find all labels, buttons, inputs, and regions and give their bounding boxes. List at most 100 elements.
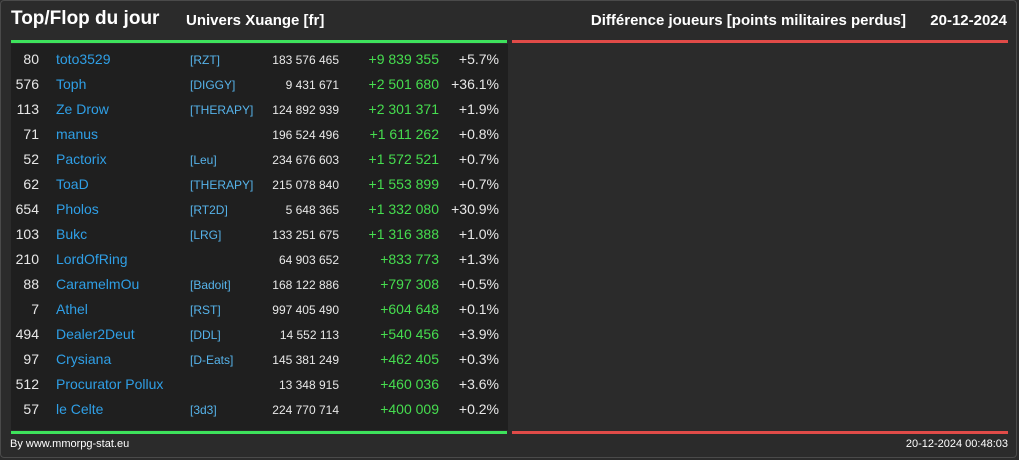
- player-rank: 52: [23, 151, 39, 167]
- player-rank: 80: [23, 51, 39, 67]
- points-difference: +2 301 371: [368, 101, 439, 117]
- percent-change: +36.1%: [451, 76, 499, 92]
- alliance-tag-link[interactable]: [Badoit]: [190, 278, 231, 292]
- player-points: 9 431 671: [285, 78, 339, 92]
- alliance-tag-link[interactable]: [THERAPY]: [190, 103, 254, 117]
- player-points: 145 381 249: [272, 353, 339, 367]
- player-name-link[interactable]: Bukc: [56, 226, 88, 242]
- alliance-tag-link[interactable]: [RZT]: [190, 53, 220, 67]
- player-points: 133 251 675: [272, 228, 339, 242]
- player-rank: 62: [23, 176, 39, 192]
- alliance-tag-link[interactable]: [DDL]: [190, 328, 221, 342]
- table-row: 494 Dealer2Deut [DDL] 14 552 113 +540 456 +3.…: [11, 322, 508, 347]
- player-name-link[interactable]: manus: [56, 126, 99, 142]
- player-points: 215 078 840: [272, 178, 339, 192]
- player-name-link[interactable]: CaramelmOu: [56, 276, 140, 292]
- player-points: 5 648 365: [285, 203, 339, 217]
- player-name-link[interactable]: Ze Drow: [56, 101, 109, 117]
- alliance-tag-link[interactable]: [RT2D]: [190, 203, 228, 217]
- alliance-tag-link[interactable]: [3d3]: [190, 403, 217, 417]
- player-name-link[interactable]: le Celte: [56, 401, 104, 417]
- top-accent-bar-bottom: [11, 431, 507, 434]
- player-points: 234 676 603: [272, 153, 339, 167]
- alliance-tag-link[interactable]: [D-Eats]: [190, 353, 234, 367]
- alliance-tag-link[interactable]: [RST]: [190, 303, 221, 317]
- percent-change: +1.0%: [458, 226, 499, 242]
- header-date: 20-12-2024: [930, 12, 1007, 29]
- percent-change: +3.9%: [458, 326, 499, 342]
- footer-credit-link[interactable]: By www.mmorpg-stat.eu: [10, 438, 130, 450]
- player-name-link[interactable]: Crysiana: [56, 351, 112, 367]
- player-rank: 512: [15, 376, 39, 392]
- percent-change: +0.7%: [458, 151, 499, 167]
- footer-timestamp: 20-12-2024 00:48:03: [905, 438, 1008, 450]
- player-points: 183 576 465: [272, 53, 339, 67]
- points-difference: +460 036: [380, 376, 439, 392]
- percent-change: +0.5%: [458, 276, 499, 292]
- percent-change: +0.2%: [458, 401, 499, 417]
- top-accent-bar: [11, 40, 507, 43]
- player-rank: 576: [15, 76, 39, 92]
- table-row: 97 Crysiana [D-Eats] 145 381 249 +462 405 +0.…: [11, 347, 508, 372]
- player-name-link[interactable]: Athel: [56, 301, 88, 317]
- table-row: 7 Athel [RST] 997 405 490 +604 648 +0.1%: [11, 297, 508, 322]
- player-rank: 88: [23, 276, 39, 292]
- points-difference: +540 456: [380, 326, 439, 342]
- table-row: 512 Procurator Pollux 13 348 915 +460 036 +3…: [11, 372, 508, 397]
- points-difference: +1 553 899: [368, 176, 439, 192]
- widget-title: Top/Flop du jour: [11, 8, 160, 29]
- points-difference: +1 572 521: [368, 151, 439, 167]
- percent-change: +0.3%: [458, 351, 499, 367]
- table-row: 210 LordOfRing 64 903 652 +833 773 +1.3%: [11, 247, 508, 272]
- top-players-list: 80 toto3529 [RZT] 183 576 465 +9 839 355 +5.7…: [11, 47, 508, 422]
- points-difference: +9 839 355: [368, 51, 439, 67]
- player-points: 14 552 113: [279, 328, 339, 342]
- player-points: 168 122 886: [272, 278, 339, 292]
- player-points: 64 903 652: [278, 253, 339, 267]
- flop-players-panel: [512, 44, 1009, 430]
- player-rank: 654: [15, 201, 39, 217]
- percent-change: +3.6%: [458, 376, 499, 392]
- player-points: 13 348 915: [278, 378, 339, 392]
- player-points: 997 405 490: [272, 303, 339, 317]
- table-row: 88 CaramelmOu [Badoit] 168 122 886 +797 308 +…: [11, 272, 508, 297]
- player-rank: 103: [15, 226, 39, 242]
- table-row: 654 Pholos [RT2D] 5 648 365 +1 332 080 +30.9%: [11, 197, 508, 222]
- table-row: 113 Ze Drow [THERAPY] 124 892 939 +2 301 371…: [11, 97, 508, 122]
- percent-change: +0.7%: [458, 176, 499, 192]
- points-difference: +1 316 388: [368, 226, 439, 242]
- table-row: 62 ToaD [THERAPY] 215 078 840 +1 553 899 +0.7…: [11, 172, 508, 197]
- points-difference: +400 009: [380, 401, 439, 417]
- player-rank: 210: [15, 251, 39, 267]
- player-name-link[interactable]: Toph: [56, 76, 87, 92]
- points-difference: +462 405: [380, 351, 439, 367]
- player-name-link[interactable]: Pholos: [56, 201, 99, 217]
- flop-accent-bar-bottom: [512, 431, 1008, 434]
- table-row: 57 le Celte [3d3] 224 770 714 +400 009 +0.2%: [11, 397, 508, 422]
- table-row: 71 manus 196 524 496 +1 611 262 +0.8%: [11, 122, 508, 147]
- alliance-tag-link[interactable]: [Leu]: [190, 153, 217, 167]
- player-name-link[interactable]: Dealer2Deut: [56, 326, 135, 342]
- player-rank: 97: [23, 351, 39, 367]
- points-difference: +833 773: [380, 251, 439, 267]
- player-name-link[interactable]: ToaD: [56, 176, 89, 192]
- percent-change: +1.9%: [458, 101, 499, 117]
- player-points: 224 770 714: [272, 403, 339, 417]
- percent-change: +30.9%: [451, 201, 499, 217]
- player-name-link[interactable]: LordOfRing: [56, 251, 128, 267]
- percent-change: +5.7%: [458, 51, 499, 67]
- player-rank: 7: [31, 301, 39, 317]
- table-row: 576 Toph [DIGGY] 9 431 671 +2 501 680 +36.1%: [11, 72, 508, 97]
- player-rank: 57: [23, 401, 39, 417]
- alliance-tag-link[interactable]: [LRG]: [190, 228, 222, 242]
- points-difference: +797 308: [380, 276, 439, 292]
- player-name-link[interactable]: Procurator Pollux: [56, 376, 164, 392]
- player-rank: 71: [23, 126, 39, 142]
- alliance-tag-link[interactable]: [THERAPY]: [190, 178, 254, 192]
- player-name-link[interactable]: toto3529: [56, 51, 111, 67]
- points-difference: +2 501 680: [368, 76, 439, 92]
- player-name-link[interactable]: Pactorix: [56, 151, 107, 167]
- points-difference: +1 611 262: [369, 126, 439, 142]
- alliance-tag-link[interactable]: [DIGGY]: [190, 78, 236, 92]
